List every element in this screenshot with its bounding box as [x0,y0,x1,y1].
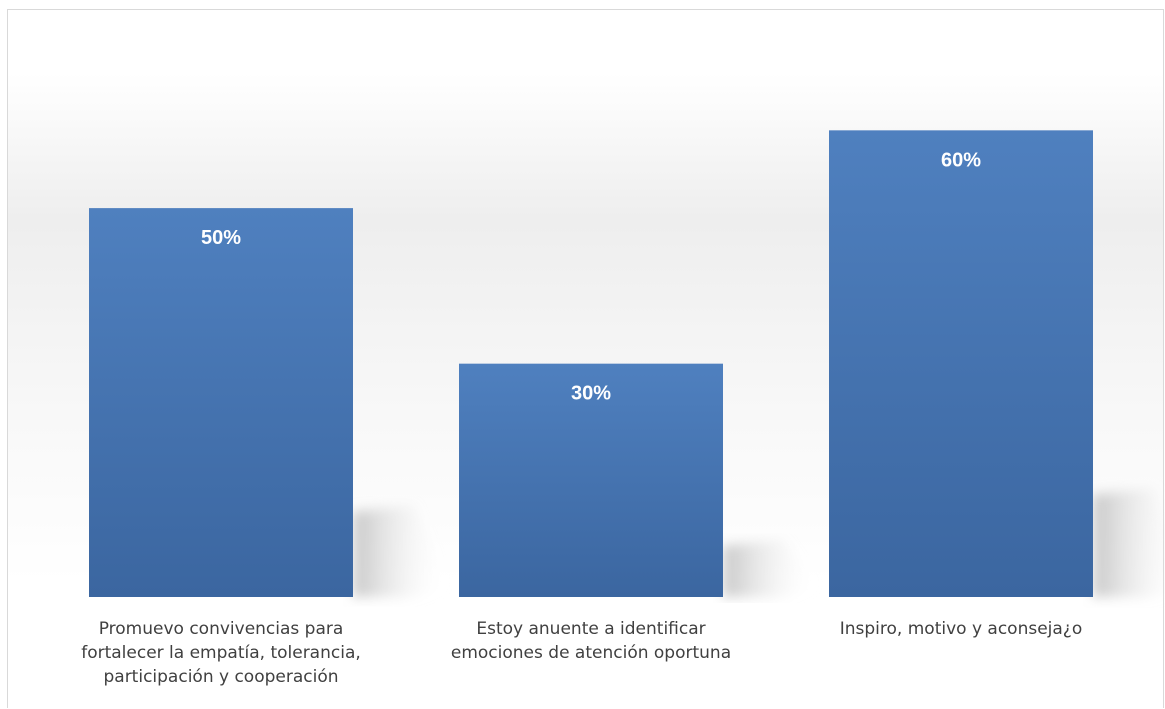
bar-shadow [353,505,448,597]
data-label-3: 60% [941,149,981,171]
data-label-1: 50% [201,227,241,249]
bar-3 [829,130,1093,598]
category-label-1: Promuevo convivencias para fortalecer la… [81,619,361,687]
bar-shadow [723,539,818,597]
bar-2 [459,363,723,597]
data-label-2: 30% [571,383,611,405]
bar-1 [89,208,353,597]
bar-shadow [1093,488,1165,597]
category-label-2: Estoy anuente a identificar emociones de… [450,619,732,663]
category-label-3: Inspiro, motivo y aconseja¿o [839,619,1083,639]
